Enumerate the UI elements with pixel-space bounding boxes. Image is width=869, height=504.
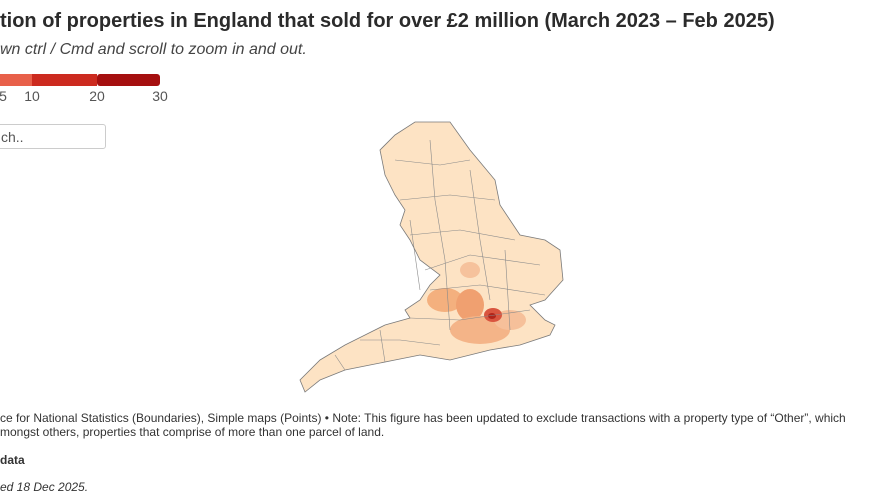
region <box>427 288 463 312</box>
boundary <box>334 139 546 371</box>
search-box[interactable]: ch.. <box>0 124 106 149</box>
map <box>299 121 564 393</box>
legend-tick-label: 5 <box>0 88 7 104</box>
legend-tick-label: 30 <box>152 88 168 104</box>
region <box>460 262 480 278</box>
legend-swatch <box>32 74 97 86</box>
legend-tick-label: 20 <box>89 88 105 104</box>
legend: 5 10 20 30 <box>0 74 168 104</box>
england-map <box>299 121 564 393</box>
title: tion of properties in England that sold … <box>0 10 775 32</box>
subtitle: wn ctrl / Cmd and scroll to zoom in and … <box>0 41 307 58</box>
source-note: ce for National Statistics (Boundaries),… <box>0 411 846 425</box>
boundaries <box>334 139 546 371</box>
source-note: mongst others, properties that comprise … <box>0 425 385 439</box>
legend-tick-label: 10 <box>24 88 40 104</box>
legend-swatch <box>0 74 32 86</box>
legend-swatch <box>97 74 160 86</box>
region <box>456 289 484 321</box>
data-link[interactable]: data <box>0 453 25 467</box>
region <box>488 313 496 319</box>
updated-date: ed 18 Dec 2025. <box>0 480 89 494</box>
england-outline <box>299 121 564 393</box>
